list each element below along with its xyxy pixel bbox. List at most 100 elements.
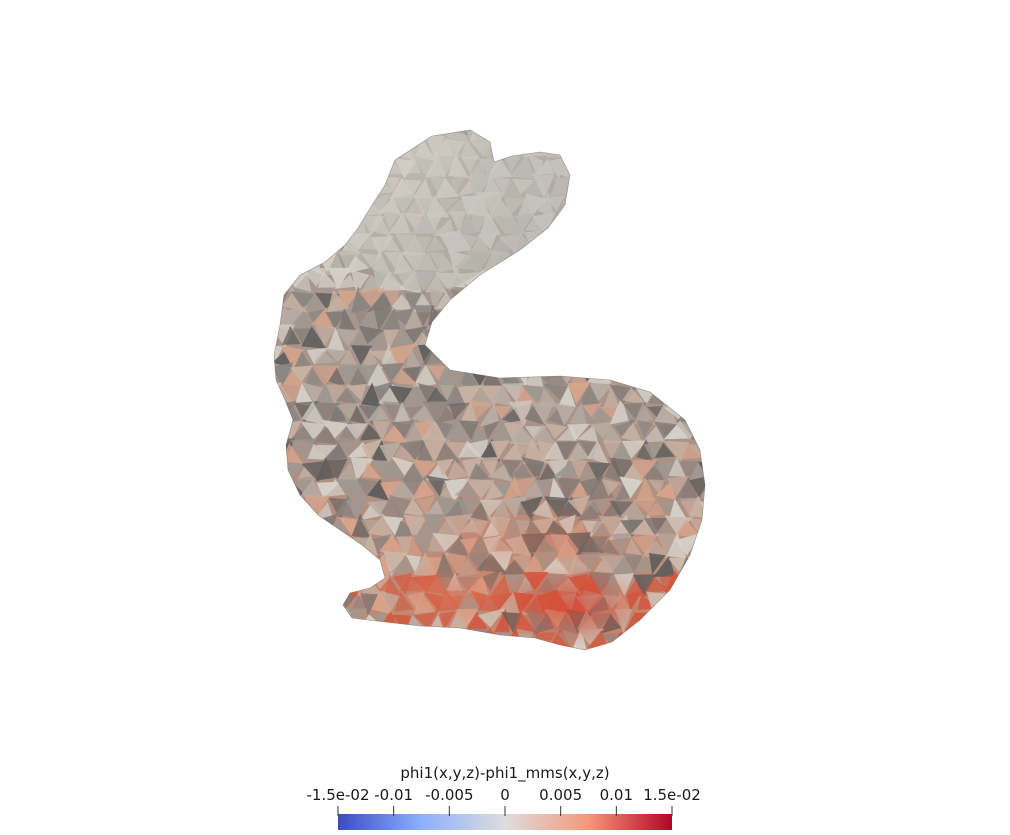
mesh-facet bbox=[691, 608, 705, 633]
mesh-facet bbox=[358, 130, 384, 137]
mesh-facet bbox=[350, 141, 372, 161]
mesh-facet bbox=[665, 365, 693, 387]
mesh-facet bbox=[600, 349, 626, 365]
mesh-facet bbox=[355, 364, 381, 387]
mesh-facet bbox=[335, 479, 362, 501]
mesh-facet bbox=[317, 211, 334, 236]
mesh-facet bbox=[274, 648, 283, 650]
mesh-facet bbox=[619, 348, 642, 370]
mesh-facet bbox=[502, 290, 526, 312]
mesh-facet bbox=[680, 174, 698, 199]
mesh-facet bbox=[511, 286, 539, 310]
mesh-facet bbox=[587, 462, 611, 482]
mesh-facet bbox=[492, 130, 514, 138]
mesh-facet bbox=[367, 404, 389, 422]
mesh-facet bbox=[646, 235, 667, 255]
mesh-facet bbox=[658, 270, 680, 294]
mesh-facet bbox=[336, 573, 359, 597]
mesh-facet bbox=[664, 591, 692, 610]
mesh-facet bbox=[577, 212, 598, 231]
mesh-facet bbox=[619, 255, 649, 273]
mesh-facet bbox=[282, 325, 301, 345]
mesh-facet bbox=[300, 421, 330, 440]
mesh-facet bbox=[565, 135, 588, 160]
mesh-facet bbox=[677, 592, 698, 612]
mesh-facet bbox=[383, 329, 400, 351]
mesh-facet bbox=[477, 311, 498, 332]
mesh-facet bbox=[653, 459, 680, 484]
mesh-facet bbox=[521, 385, 545, 403]
mesh-facet bbox=[284, 248, 301, 274]
mesh-facet bbox=[500, 305, 522, 333]
mesh-facet bbox=[679, 570, 698, 591]
mesh-facet bbox=[549, 477, 568, 502]
mesh-facet bbox=[412, 632, 435, 650]
mesh-facet bbox=[315, 457, 335, 481]
mesh-facet bbox=[630, 253, 655, 270]
mesh-facet bbox=[543, 130, 569, 140]
mesh-facet bbox=[644, 324, 671, 348]
mesh-facet bbox=[644, 363, 666, 382]
mesh-facet bbox=[603, 385, 620, 408]
mesh-facet bbox=[274, 459, 284, 480]
mesh-facet bbox=[591, 215, 614, 236]
mesh-facet bbox=[447, 327, 473, 347]
mesh-facet bbox=[391, 456, 414, 476]
mesh-facet bbox=[274, 420, 285, 444]
mesh-facet bbox=[379, 442, 402, 464]
mesh-facet bbox=[382, 424, 407, 444]
mesh-facet bbox=[282, 196, 306, 217]
mesh-facet bbox=[490, 440, 510, 460]
mesh-facet bbox=[664, 347, 687, 366]
mesh-facet bbox=[382, 651, 400, 672]
mesh-facet bbox=[714, 458, 733, 482]
mesh-facet bbox=[636, 419, 653, 438]
mesh-facet bbox=[613, 142, 638, 159]
mesh-facet bbox=[293, 351, 312, 369]
mesh-facet bbox=[642, 576, 668, 596]
mesh-facet bbox=[443, 307, 469, 329]
mesh-facet bbox=[346, 500, 367, 519]
mesh-facet bbox=[509, 475, 539, 499]
mesh-facet bbox=[553, 130, 579, 143]
mesh-facet bbox=[669, 498, 686, 518]
mesh-facet bbox=[492, 405, 513, 419]
mesh-facet bbox=[359, 424, 383, 441]
mesh-facet bbox=[567, 230, 588, 256]
mesh-facet bbox=[406, 130, 429, 140]
mesh-facet bbox=[403, 382, 427, 408]
mesh-facet bbox=[656, 211, 677, 235]
mesh-facet bbox=[274, 232, 281, 255]
mesh-facet bbox=[279, 633, 307, 646]
mesh-facet bbox=[634, 234, 659, 251]
mesh-facet bbox=[457, 385, 482, 408]
mesh-facet bbox=[372, 459, 393, 480]
mesh-facet bbox=[692, 196, 705, 219]
mesh-facet bbox=[361, 382, 382, 408]
mesh-facet bbox=[491, 308, 512, 327]
mesh-facet bbox=[338, 631, 357, 650]
mesh-facet bbox=[686, 309, 705, 331]
mesh-facet bbox=[289, 590, 315, 613]
mesh-facet bbox=[643, 310, 665, 327]
mesh-facet bbox=[714, 630, 737, 653]
mesh-facet bbox=[715, 440, 734, 464]
mesh-facet bbox=[367, 514, 395, 539]
mesh-facet bbox=[634, 645, 655, 650]
mesh-facet bbox=[668, 154, 687, 180]
mesh-facet bbox=[656, 518, 677, 536]
mesh-facet bbox=[703, 140, 705, 162]
mesh-facet bbox=[435, 494, 459, 522]
mesh-facet bbox=[491, 421, 514, 443]
mesh-facet bbox=[654, 330, 677, 349]
mesh-facet bbox=[274, 195, 279, 216]
mesh-facet bbox=[438, 631, 460, 650]
mesh-facet bbox=[622, 387, 647, 405]
mesh-facet bbox=[339, 307, 357, 332]
mesh-facet bbox=[526, 329, 546, 350]
mesh-facet bbox=[564, 287, 588, 310]
mesh-facet bbox=[301, 140, 327, 161]
mesh-facet bbox=[357, 309, 382, 327]
mesh-facet bbox=[436, 458, 454, 477]
